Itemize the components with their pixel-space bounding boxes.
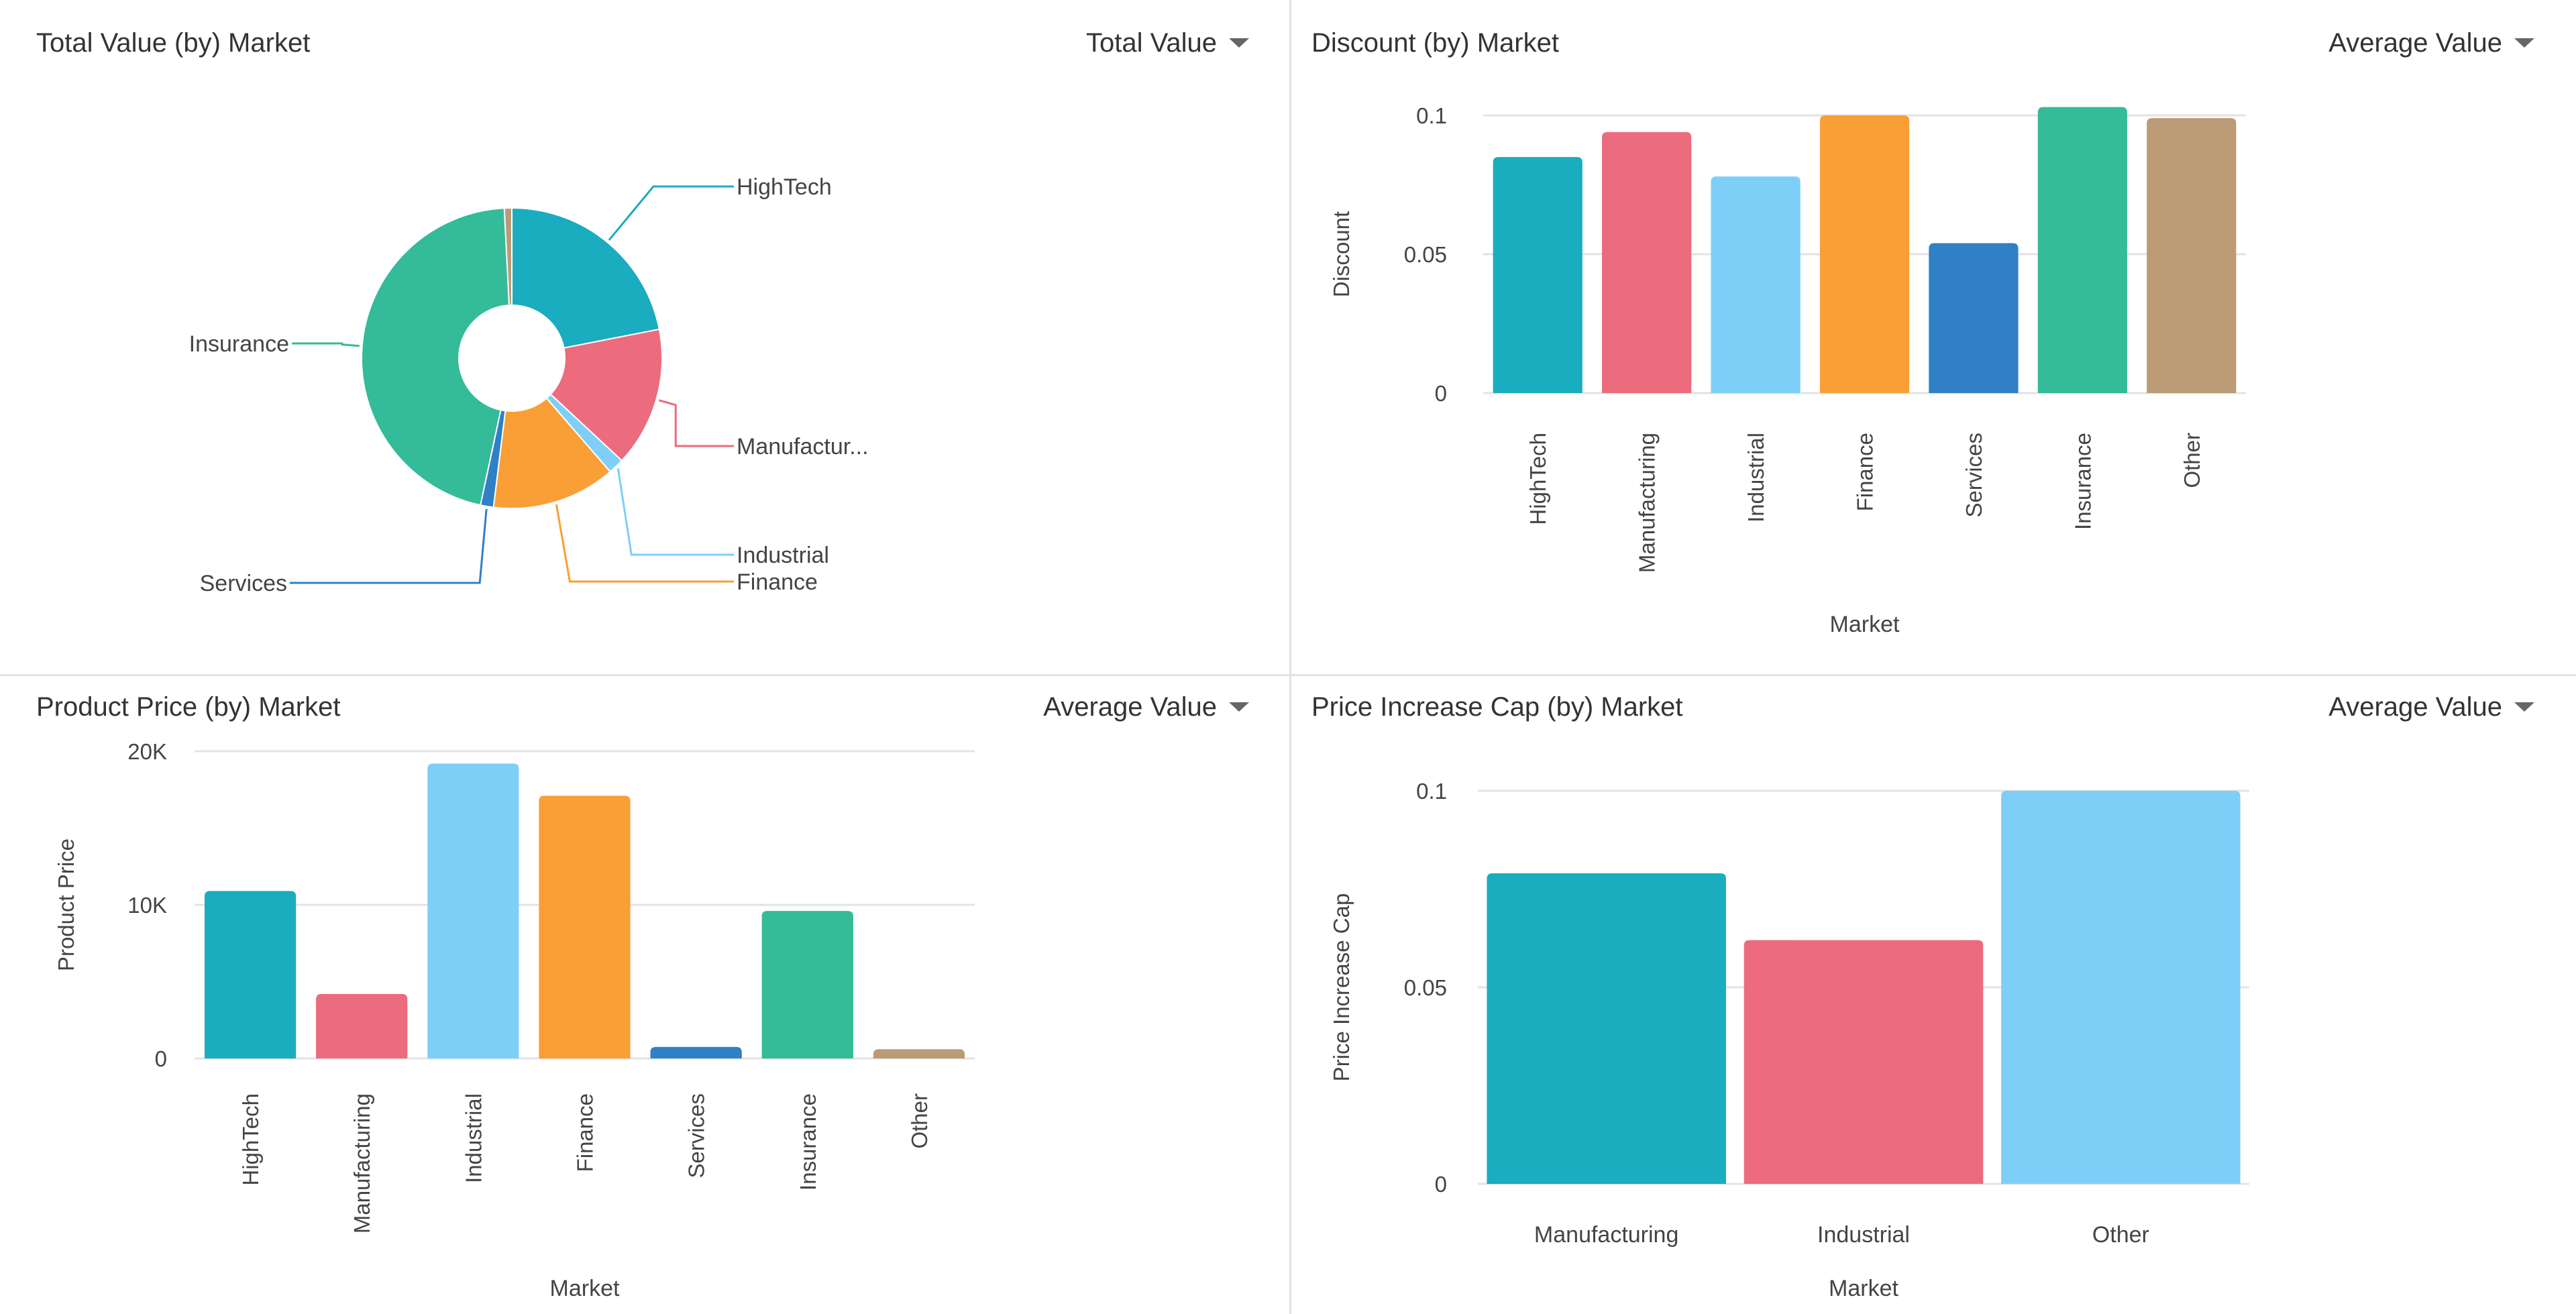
bar-hightech[interactable] (1493, 157, 1582, 393)
bar-industrial[interactable] (427, 763, 519, 1058)
caret-down-icon (1229, 38, 1249, 48)
aggregation-dropdown-total-value[interactable]: Total Value (1086, 27, 1249, 59)
pie-leader-line (292, 342, 360, 347)
panel-title-product-price: Product Price (by) Market (36, 692, 341, 722)
bar-manufacturing[interactable] (316, 993, 408, 1058)
x-tick-label: Finance (573, 1093, 598, 1172)
bar-chart-3: 0 0.05 0.1 Manufacturing Industrial Other Pric… (1329, 779, 2249, 1301)
y-tick-label: 0.1 (1416, 779, 1447, 804)
x-axis-title: Market (1829, 1276, 1898, 1301)
y-tick-label: 20K (127, 739, 167, 764)
pie-label: Manufactur... (737, 434, 869, 459)
pie-label: Finance (737, 569, 818, 595)
x-tick-label: Other (2180, 433, 2204, 488)
y-tick-label: 10K (127, 893, 167, 918)
x-tick-label: HighTech (1525, 433, 1550, 525)
y-axis-title: Discount (1329, 211, 1354, 297)
x-axis-title: Market (1830, 612, 1900, 637)
pie-label: Industrial (737, 543, 829, 568)
bar-chart-2: 0 10K 20K HighTech Manufacturing Industrial Fi… (54, 739, 975, 1301)
x-tick-label: Other (2092, 1222, 2149, 1248)
dropdown-label: Average Value (1043, 692, 1217, 722)
pie-leader-line (290, 508, 488, 584)
caret-down-icon (1229, 702, 1249, 712)
x-tick-label: Industrial (1743, 433, 1768, 523)
pie-label: HighTech (737, 174, 832, 200)
bar-services[interactable] (1929, 243, 2019, 393)
y-tick-label: 0 (1435, 1172, 1447, 1197)
aggregation-dropdown-discount[interactable]: Average Value (2328, 27, 2534, 59)
pie-label: Services (200, 571, 287, 596)
y-axis-title: Price Increase Cap (1329, 893, 1354, 1082)
caret-down-icon (2514, 38, 2534, 48)
pie-leader-line (616, 468, 734, 556)
bar-industrial[interactable] (1711, 176, 1801, 393)
x-tick-label: HighTech (238, 1093, 263, 1186)
pie-slice-insurance[interactable] (361, 207, 511, 506)
aggregation-dropdown-product-price[interactable]: Average Value (1043, 691, 1249, 723)
bar-manufacturing[interactable] (1487, 873, 1726, 1184)
bar-manufacturing[interactable] (1602, 131, 1692, 393)
pie-slice-other[interactable] (503, 207, 513, 307)
bar-services[interactable] (650, 1046, 742, 1058)
x-tick-label: Services (1962, 433, 1986, 518)
bar-hightech[interactable] (204, 891, 297, 1058)
bar-other[interactable] (2001, 791, 2241, 1184)
bar-insurance[interactable] (761, 911, 853, 1058)
pie-slice-finance[interactable] (492, 397, 612, 509)
x-axis-title: Market (550, 1276, 620, 1301)
bar-finance[interactable] (1819, 115, 1910, 393)
bar-finance[interactable] (539, 796, 631, 1058)
bar-insurance[interactable] (2037, 107, 2127, 393)
pie-label: Insurance (189, 331, 289, 357)
bar-industrial[interactable] (1743, 940, 1984, 1184)
x-tick-label: Industrial (461, 1093, 486, 1183)
panel-title-price-increase-cap: Price Increase Cap (by) Market (1311, 692, 1683, 722)
x-tick-label: Manufacturing (350, 1093, 374, 1234)
bar-chart-1: 0 0.05 0.1 HighTech Manufacturing Industrial F… (1329, 103, 2246, 637)
y-axis-title: Product Price (54, 838, 78, 971)
aggregation-dropdown-price-increase-cap[interactable]: Average Value (2328, 691, 2534, 723)
x-tick-label: Manufacturing (1635, 433, 1660, 573)
x-tick-label: Insurance (796, 1093, 820, 1191)
x-tick-label: Finance (1853, 433, 1878, 511)
x-tick-label: Other (907, 1093, 932, 1149)
y-tick-label: 0.1 (1416, 103, 1447, 128)
pie-leader-line (658, 399, 734, 447)
panel-divider-vertical (1289, 0, 1291, 1314)
x-tick-label: Insurance (2070, 433, 2095, 530)
panel-title-discount: Discount (by) Market (1311, 28, 1559, 58)
bar-other[interactable] (873, 1049, 965, 1058)
x-tick-label: Industrial (1817, 1222, 1910, 1248)
x-tick-label: Services (684, 1093, 709, 1179)
dropdown-label: Average Value (2328, 692, 2502, 722)
pie-slice-hightech[interactable] (511, 207, 660, 349)
dropdown-label: Total Value (1086, 28, 1217, 58)
x-tick-label: Manufacturing (1534, 1222, 1678, 1248)
panel-title-total-value: Total Value (by) Market (36, 28, 311, 58)
dropdown-label: Average Value (2328, 28, 2502, 58)
pie-leader-line (608, 185, 734, 241)
y-tick-label: 0.05 (1404, 242, 1447, 267)
y-tick-label: 0.05 (1404, 975, 1447, 1000)
pie-leader-line (555, 504, 734, 583)
bar-other[interactable] (2147, 118, 2237, 393)
y-tick-label: 0 (155, 1046, 167, 1071)
y-tick-label: 0 (1435, 381, 1447, 406)
caret-down-icon (2514, 702, 2534, 712)
panel-divider-horizontal (0, 674, 2576, 676)
pie-slice-manufacturing[interactable] (549, 328, 663, 462)
